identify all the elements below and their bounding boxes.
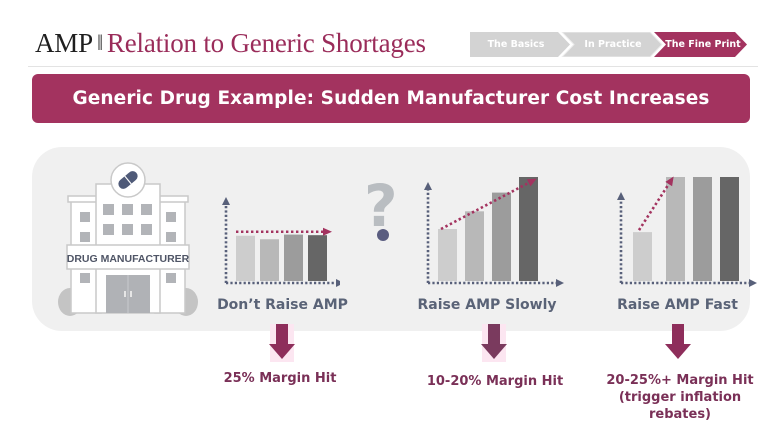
title-prefix: AMP bbox=[35, 28, 93, 58]
scenario-label-raise-slowly: Raise AMP Slowly bbox=[417, 297, 557, 313]
crumb-the-fine-print[interactable]: The Fine Print bbox=[665, 39, 741, 50]
crumb-shape-basics bbox=[470, 32, 570, 57]
chart-raise-fast bbox=[617, 176, 757, 287]
bar bbox=[260, 239, 279, 281]
x-axis-arrowhead bbox=[336, 279, 340, 287]
outcome-raise-slowly: 10-20% Margin Hit bbox=[426, 374, 564, 389]
question-dot-icon bbox=[377, 229, 389, 241]
y-axis-arrowhead bbox=[617, 192, 625, 200]
center-windows bbox=[103, 204, 152, 235]
scenario-label-dont-raise: Don’t Raise AMP bbox=[217, 297, 348, 313]
section-banner: Generic Drug Example: Sudden Manufacture… bbox=[32, 74, 750, 123]
bar bbox=[492, 192, 511, 281]
bar bbox=[693, 177, 712, 281]
breadcrumb-shapes bbox=[470, 32, 747, 57]
trend-arrowhead bbox=[665, 176, 674, 187]
x-axis-arrowhead bbox=[749, 279, 757, 287]
bar bbox=[720, 177, 739, 281]
chart-raise-slowly bbox=[424, 177, 564, 287]
bar bbox=[465, 211, 484, 281]
trend-arrowhead bbox=[323, 227, 332, 236]
manufacturer-sign-text: DRUG MANUFACTURER bbox=[67, 253, 190, 265]
title-divider bbox=[28, 66, 758, 67]
outcome-dont-raise: 25% Margin Hit bbox=[223, 371, 337, 386]
pill-icon bbox=[118, 171, 138, 189]
outcome-raise-fast: 20-25%+ Margin Hit (trigger inflation re… bbox=[605, 372, 755, 423]
x-axis-arrowhead bbox=[556, 279, 564, 287]
building-icon: DRUG MANUFACTURER bbox=[58, 162, 198, 316]
trend-arrowhead bbox=[526, 178, 537, 187]
down-arrow-icon bbox=[481, 324, 507, 362]
crumb-in-practice[interactable]: In Practice bbox=[584, 39, 642, 50]
outcome-raise-fast-line3: rebates) bbox=[648, 407, 712, 422]
chart-dont-raise bbox=[222, 197, 340, 287]
crumb-shape-fineprint bbox=[654, 32, 747, 57]
down-arrow-icon bbox=[665, 324, 691, 359]
page-title: AMP ‖ Relation to Generic Shortages bbox=[35, 28, 426, 59]
bar bbox=[284, 234, 303, 281]
y-axis-arrowhead bbox=[222, 197, 230, 205]
bar bbox=[308, 235, 327, 281]
manufacturer-sign-board bbox=[66, 244, 190, 270]
bar bbox=[438, 229, 457, 281]
question-mark-glyph: ? bbox=[364, 172, 398, 240]
scenario-label-raise-fast: Raise AMP Fast bbox=[617, 297, 738, 313]
title-separator: ‖ bbox=[96, 30, 103, 55]
trend-line bbox=[637, 178, 674, 231]
bar bbox=[519, 177, 538, 281]
bar bbox=[666, 177, 685, 281]
bar bbox=[633, 232, 652, 281]
outcome-raise-fast-line1: 20-25%+ Margin Hit bbox=[606, 373, 754, 388]
title-main: Relation to Generic Shortages bbox=[106, 28, 426, 58]
crumb-the-basics[interactable]: The Basics bbox=[487, 39, 545, 50]
outcome-raise-fast-line2: (trigger inflation bbox=[618, 390, 742, 405]
down-arrow-icon bbox=[269, 324, 295, 362]
crumb-shape-practice bbox=[561, 32, 663, 57]
y-axis-arrowhead bbox=[424, 182, 432, 190]
bar bbox=[236, 235, 255, 281]
breadcrumb: The Basics In Practice The Fine Print bbox=[470, 32, 750, 57]
wing-windows bbox=[80, 212, 176, 283]
question-mark: ? bbox=[364, 172, 398, 240]
